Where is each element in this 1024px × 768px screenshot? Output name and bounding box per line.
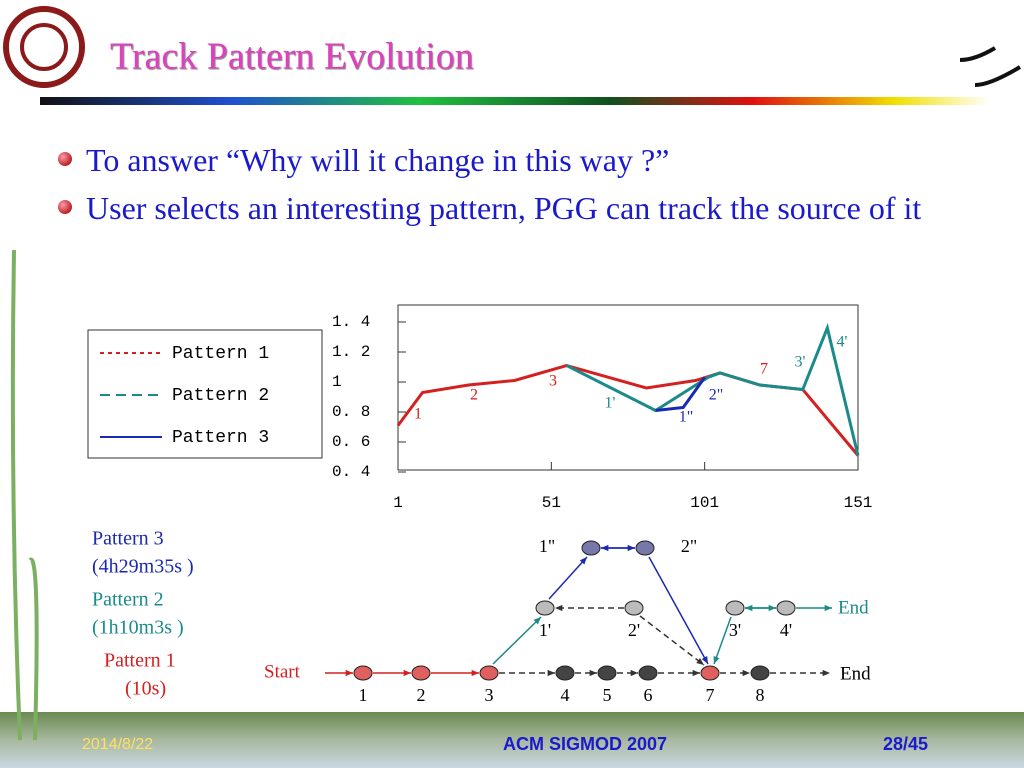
- node-label: 1": [539, 536, 555, 556]
- arrowhead: [701, 656, 708, 664]
- node-label: 7: [706, 685, 715, 705]
- point-label: 1": [679, 409, 694, 426]
- node: [624, 600, 644, 616]
- node: [353, 665, 373, 681]
- node: [776, 600, 796, 616]
- node-label: 2": [681, 536, 697, 556]
- point-label: 1: [414, 406, 422, 423]
- x-tick-label: 51: [542, 494, 561, 512]
- point-label: 3': [795, 354, 806, 371]
- arrowhead: [555, 604, 563, 612]
- node: [635, 540, 655, 556]
- node-label: 4: [561, 685, 570, 705]
- footer-conference: ACM SIGMOD 2007: [503, 734, 667, 754]
- y-tick-label: 1: [332, 373, 342, 391]
- legend-label: Pattern 1: [172, 344, 269, 364]
- arrowhead: [824, 604, 832, 612]
- arrowhead: [713, 656, 720, 664]
- arrowhead: [742, 669, 750, 677]
- y-tick-label: 0. 6: [332, 433, 370, 451]
- point-label: 2": [709, 387, 724, 404]
- bullet: User selects an interesting pattern, PGG…: [58, 184, 938, 232]
- edge: [713, 616, 732, 665]
- arrowhead: [471, 669, 479, 677]
- logo: [3, 6, 85, 88]
- arrowhead: [345, 669, 353, 677]
- point-label: 4': [837, 334, 848, 351]
- bullets: To answer “Why will it change in this wa…: [58, 136, 938, 232]
- point-label: 7: [760, 361, 768, 378]
- x-tick-label: 151: [844, 494, 873, 512]
- series-line: [565, 323, 860, 456]
- edge: [548, 556, 588, 600]
- series-line: [655, 376, 706, 412]
- node: [700, 665, 720, 681]
- y-tick-label: 1. 4: [332, 313, 370, 331]
- node-label: 8: [756, 685, 765, 705]
- pattern-label: Pattern 2: [92, 589, 164, 611]
- arrowhead: [533, 617, 541, 625]
- node-label: 5: [603, 685, 612, 705]
- arrowhead: [547, 669, 555, 677]
- arrowhead: [822, 669, 830, 677]
- node-label: 1: [359, 685, 368, 705]
- node-label: 4': [780, 620, 792, 640]
- pattern-label: Pattern 3: [92, 528, 164, 550]
- birds: [959, 46, 1022, 87]
- legend-label: Pattern 3: [172, 428, 269, 448]
- node: [581, 540, 601, 556]
- point-label: 3: [549, 373, 557, 390]
- pattern-label: (10s): [125, 678, 166, 700]
- arrowhead: [692, 669, 700, 677]
- node: [750, 665, 770, 681]
- title: Track Pattern Evolution: [110, 36, 474, 78]
- y-tick-label: 0. 8: [332, 403, 370, 421]
- end-label: End: [838, 597, 869, 618]
- node: [411, 665, 431, 681]
- node-label: 3: [485, 685, 494, 705]
- arrowhead: [601, 544, 609, 552]
- node-label: 1': [539, 620, 551, 640]
- arrowhead: [403, 669, 411, 677]
- node-label: 2': [628, 620, 640, 640]
- point-label: 1': [605, 395, 616, 412]
- pattern-label: (1h10m3s ): [92, 617, 184, 639]
- x-tick-label: 101: [690, 494, 719, 512]
- node: [725, 600, 745, 616]
- node-label: 2: [417, 685, 426, 705]
- edge: [648, 556, 709, 665]
- arrowhead: [745, 604, 753, 612]
- footer-date: 2014/8/22: [82, 736, 153, 753]
- footer-page: 28/45: [883, 734, 928, 754]
- start-label: Start: [264, 661, 301, 682]
- edge: [639, 615, 705, 666]
- point-label: 2: [470, 387, 478, 404]
- node: [597, 665, 617, 681]
- bullet: To answer “Why will it change in this wa…: [58, 136, 938, 184]
- legend-label: Pattern 2: [172, 386, 269, 406]
- end-label: End: [840, 663, 871, 684]
- bamboo: [10, 249, 39, 741]
- background-lake: [0, 712, 1024, 768]
- arrowhead: [696, 658, 704, 665]
- arrowhead: [630, 669, 638, 677]
- y-tick-label: 1. 2: [332, 343, 370, 361]
- node: [535, 600, 555, 616]
- node-label: 6: [644, 685, 653, 705]
- x-tick-label: 1: [393, 494, 403, 512]
- node: [555, 665, 575, 681]
- arrowhead: [579, 557, 587, 565]
- node: [479, 665, 499, 681]
- node-label: 3': [729, 620, 741, 640]
- arrowhead: [589, 669, 597, 677]
- pattern-label: (4h29m35s ): [92, 556, 194, 578]
- title-bar: [40, 97, 990, 105]
- logo-inner: [20, 23, 68, 71]
- node: [638, 665, 658, 681]
- pattern-label: Pattern 1: [104, 650, 176, 672]
- y-tick-label: 0. 4: [332, 463, 370, 481]
- edge: [492, 616, 542, 665]
